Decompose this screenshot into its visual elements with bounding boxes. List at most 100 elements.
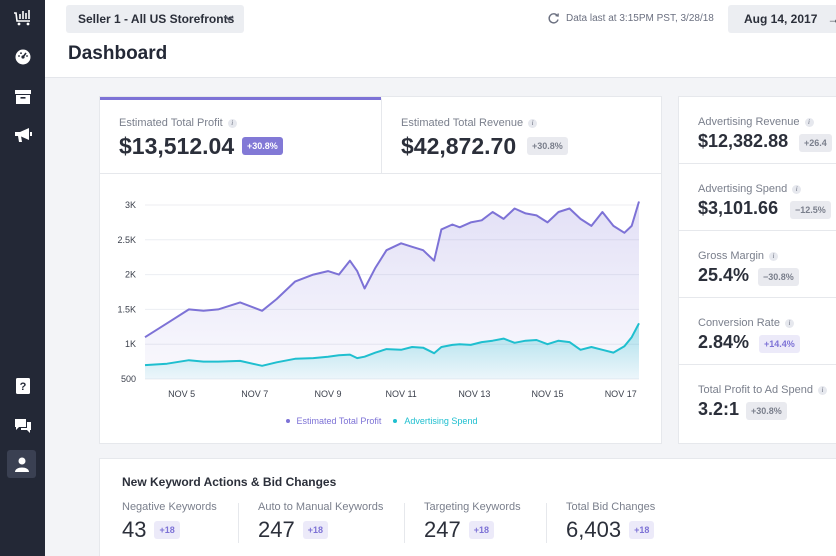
info-icon[interactable]: i bbox=[784, 318, 794, 328]
kw-stat-targeting-keywords[interactable]: Targeting Keywords 247 +18 bbox=[424, 501, 521, 549]
legend-item-profit[interactable]: Estimated Total Profit bbox=[285, 416, 381, 426]
metric-value: $3,101.66 bbox=[698, 198, 779, 218]
keyword-actions-card: New Keyword Actions & Bid Changes Negati… bbox=[99, 458, 836, 556]
divider bbox=[546, 503, 547, 543]
bar-chart-cart-icon[interactable] bbox=[0, 0, 45, 36]
y-tick-label: 2.5K bbox=[117, 235, 136, 245]
legend-label: Advertising Spend bbox=[404, 416, 478, 426]
x-tick-label: NOV 9 bbox=[314, 389, 341, 399]
chevron-down-icon bbox=[224, 15, 234, 22]
data-status-text: Data last at 3:15PM PST, 3/28/18 bbox=[566, 13, 714, 24]
kw-stat-auto-to-manual[interactable]: Auto to Manual Keywords 247 +18 bbox=[258, 501, 383, 549]
chart-legend: Estimated Total Profit Advertising Spend bbox=[100, 416, 663, 426]
page-title: Dashboard bbox=[68, 43, 168, 64]
change-badge: +26.4 bbox=[799, 134, 832, 152]
inbox-icon[interactable] bbox=[0, 79, 45, 115]
divider bbox=[238, 503, 239, 543]
change-badge: +14.4% bbox=[759, 335, 800, 353]
x-tick-label: NOV 15 bbox=[532, 389, 564, 399]
sidebar: ? bbox=[0, 0, 45, 556]
legend-item-spend[interactable]: Advertising Spend bbox=[393, 416, 477, 426]
metric-value: 3.2:1 bbox=[698, 399, 740, 419]
metric-conversion-rate[interactable]: Conversion Rate i 2.84% +14.4% bbox=[679, 298, 836, 365]
stat-label: Estimated Total Revenue i bbox=[401, 117, 538, 129]
kw-stat-total-bid-changes[interactable]: Total Bid Changes 6,403 +18 bbox=[566, 501, 655, 549]
top-header: Seller 1 - All US Storefronts Data last … bbox=[45, 0, 836, 78]
kw-label: Auto to Manual Keywords bbox=[258, 501, 384, 513]
info-icon[interactable]: i bbox=[528, 118, 538, 128]
info-icon[interactable]: i bbox=[817, 385, 827, 395]
storefront-select-label: Seller 1 - All US Storefronts bbox=[78, 12, 235, 26]
chat-icon[interactable] bbox=[0, 408, 45, 444]
divider bbox=[404, 503, 405, 543]
x-tick-label: NOV 7 bbox=[241, 389, 268, 399]
info-icon[interactable]: i bbox=[792, 184, 802, 194]
kw-stat-negative-keywords[interactable]: Negative Keywords 43 +18 bbox=[122, 501, 217, 549]
change-badge: +30.8% bbox=[242, 137, 283, 155]
metric-label: Conversion Rate i bbox=[698, 317, 794, 329]
info-icon[interactable]: i bbox=[227, 118, 237, 128]
data-status: Data last at 3:15PM PST, 3/28/18 bbox=[547, 12, 714, 25]
metric-label: Advertising Spend i bbox=[698, 183, 802, 195]
kw-value: 43 bbox=[122, 517, 147, 542]
storefront-select[interactable]: Seller 1 - All US Storefronts bbox=[66, 5, 244, 33]
y-tick-label: 2K bbox=[125, 270, 136, 280]
y-tick-label: 1K bbox=[125, 339, 136, 349]
metric-label: Total Profit to Ad Spend i bbox=[698, 384, 827, 396]
metric-total-profit-to-ad-spend[interactable]: Total Profit to Ad Spend i 3.2:1 +30.8% bbox=[679, 365, 836, 432]
stat-label: Estimated Total Profit i bbox=[119, 117, 237, 129]
legend-dot bbox=[285, 419, 290, 423]
y-tick-label: 3K bbox=[125, 200, 136, 210]
metric-advertising-spend[interactable]: Advertising Spend i $3,101.66 −12.5% bbox=[679, 164, 836, 231]
series-line bbox=[144, 201, 640, 339]
info-icon[interactable]: i bbox=[769, 251, 779, 261]
refresh-icon[interactable] bbox=[547, 12, 560, 25]
y-tick-label: 1.5K bbox=[117, 304, 136, 314]
kw-value: 247 bbox=[258, 517, 295, 542]
help-icon[interactable]: ? bbox=[0, 368, 45, 404]
series-line bbox=[144, 322, 640, 367]
tab-estimated-total-profit[interactable]: Estimated Total Profit i $13,512.04 +30.8… bbox=[100, 97, 381, 174]
kw-label: Total Bid Changes bbox=[566, 501, 656, 513]
x-tick-label: NOV 17 bbox=[605, 389, 637, 399]
change-badge: +30.8% bbox=[527, 137, 568, 155]
metric-label: Advertising Revenue i bbox=[698, 116, 814, 128]
metric-value: 25.4% bbox=[698, 265, 750, 285]
metric-value: 2.84% bbox=[698, 332, 750, 352]
series-area bbox=[145, 201, 639, 379]
date-start: Aug 14, 2017 bbox=[744, 12, 818, 26]
metric-value: $12,382.88 bbox=[698, 131, 789, 151]
change-badge: +18 bbox=[468, 521, 494, 539]
change-badge: −12.5% bbox=[790, 201, 831, 219]
speedometer-icon[interactable] bbox=[0, 39, 45, 75]
metric-gross-margin[interactable]: Gross Margin i 25.4% −30.8% bbox=[679, 231, 836, 298]
tab-estimated-total-revenue[interactable]: Estimated Total Revenue i $42,872.70 +30.… bbox=[381, 97, 662, 174]
y-tick-label: 500 bbox=[121, 374, 136, 384]
change-badge: +30.8% bbox=[746, 402, 787, 420]
section-title: New Keyword Actions & Bid Changes bbox=[122, 475, 337, 489]
change-badge: +18 bbox=[154, 521, 180, 539]
x-tick-label: NOV 11 bbox=[385, 389, 416, 399]
metric-advertising-revenue[interactable]: Advertising Revenue i $12,382.88 +26.4 bbox=[679, 97, 836, 164]
change-badge: +18 bbox=[302, 521, 328, 539]
metric-label: Gross Margin i bbox=[698, 250, 779, 262]
kw-label: Negative Keywords bbox=[122, 501, 217, 513]
kw-label: Targeting Keywords bbox=[424, 501, 521, 513]
x-tick-label: NOV 13 bbox=[458, 389, 490, 399]
legend-dot bbox=[393, 419, 398, 423]
performance-card: Estimated Total Profit i $13,512.04 +30.8… bbox=[99, 96, 662, 444]
user-icon[interactable] bbox=[7, 450, 36, 478]
date-range-picker[interactable]: Aug 14, 2017 → S bbox=[728, 5, 836, 33]
kw-value: 247 bbox=[424, 517, 461, 542]
x-tick-label: NOV 5 bbox=[168, 389, 195, 399]
kw-value: 6,403 bbox=[566, 517, 622, 542]
metrics-card: Advertising Revenue i $12,382.88 +26.4 Ad… bbox=[678, 96, 836, 444]
stat-value: $13,512.04 bbox=[119, 133, 235, 159]
profit-spend-chart: 3K 2.5K 2K 1.5K 1K 500 NOV 5 NOV 7 NOV 9 NOV 11 N… bbox=[117, 200, 640, 399]
info-icon[interactable]: i bbox=[804, 117, 814, 127]
stat-value: $42,872.70 bbox=[401, 133, 517, 159]
svg-text:?: ? bbox=[19, 381, 26, 393]
change-badge: +18 bbox=[629, 521, 655, 539]
megaphone-icon[interactable] bbox=[0, 117, 45, 153]
change-badge: −30.8% bbox=[758, 268, 799, 286]
